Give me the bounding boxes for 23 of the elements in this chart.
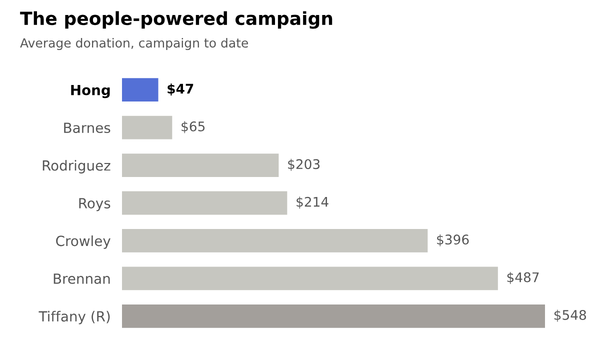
bar: [122, 116, 172, 140]
bar: [122, 154, 279, 177]
bar: [122, 78, 158, 102]
data-label: $47: [168, 83, 194, 96]
data-label: $548: [554, 310, 586, 322]
bar: [122, 266, 498, 290]
y-tick-label: Roys: [79, 198, 110, 212]
y-tick-label: Rodriguez: [42, 160, 110, 174]
data-label: $203: [288, 158, 320, 171]
bar: [122, 191, 288, 215]
data-label: $487: [507, 272, 539, 284]
y-tick-label: Brennan: [54, 274, 110, 284]
y-tick-label: Crowley: [56, 235, 110, 249]
data-label: $396: [437, 234, 469, 246]
y-tick-label: Barnes: [64, 122, 110, 134]
y-tick-label: Hong: [71, 84, 110, 98]
data-label: $65: [182, 121, 205, 134]
data-label: $214: [296, 196, 328, 209]
chart-title: The people-powered campaign: [20, 11, 332, 29]
bar: [122, 304, 545, 328]
y-tick-label: Tiffany (R): [38, 310, 110, 324]
chart-subtitle: Average donation, campaign to date: [20, 38, 248, 50]
bar: [122, 229, 428, 252]
